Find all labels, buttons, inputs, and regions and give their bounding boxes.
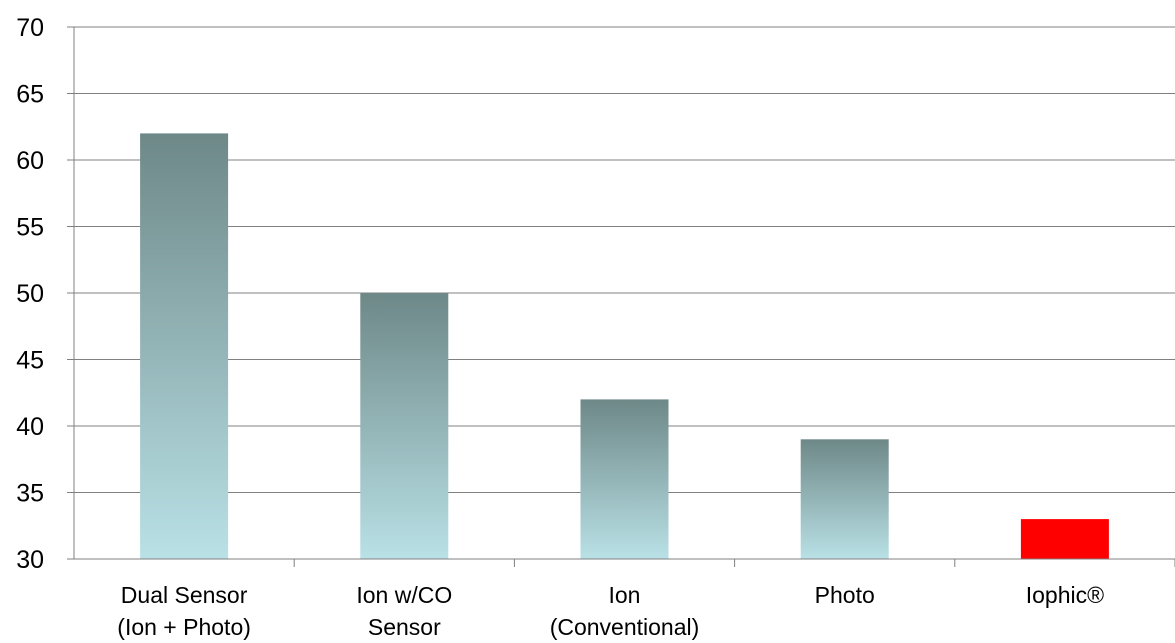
bar — [800, 439, 889, 559]
bars — [140, 133, 1109, 559]
x-tick-label: (Conventional) — [550, 614, 700, 640]
y-tick-label: 40 — [16, 413, 44, 441]
x-tick-label: Ion w/CO — [356, 582, 452, 608]
labels: 30 35 40 45 50 55 60 65 70 Dual Sensor (Ion + Phot… — [16, 14, 1104, 640]
bar — [1020, 519, 1109, 559]
x-tick-label: Photo — [815, 582, 875, 608]
x-tick-label: Iophic® — [1026, 582, 1104, 608]
x-tick-label: Sensor — [368, 614, 441, 640]
bar — [140, 133, 229, 559]
y-tick-label: 55 — [16, 214, 44, 242]
axes — [67, 26, 1175, 567]
y-tick-label: 65 — [16, 81, 44, 109]
y-tick-label: 70 — [16, 14, 44, 42]
bar — [360, 293, 449, 559]
x-tick-label: Dual Sensor — [121, 582, 248, 608]
y-tick-label: 35 — [16, 480, 44, 508]
y-tick-label: 50 — [16, 280, 44, 308]
y-tick-label: 45 — [16, 347, 44, 375]
x-tick-label: (Ion + Photo) — [117, 614, 251, 640]
gridlines — [74, 26, 1175, 493]
y-tick-label: 60 — [16, 147, 44, 175]
x-tick-label: Ion — [609, 582, 641, 608]
bar — [580, 399, 669, 559]
y-tick-label: 30 — [16, 546, 44, 574]
